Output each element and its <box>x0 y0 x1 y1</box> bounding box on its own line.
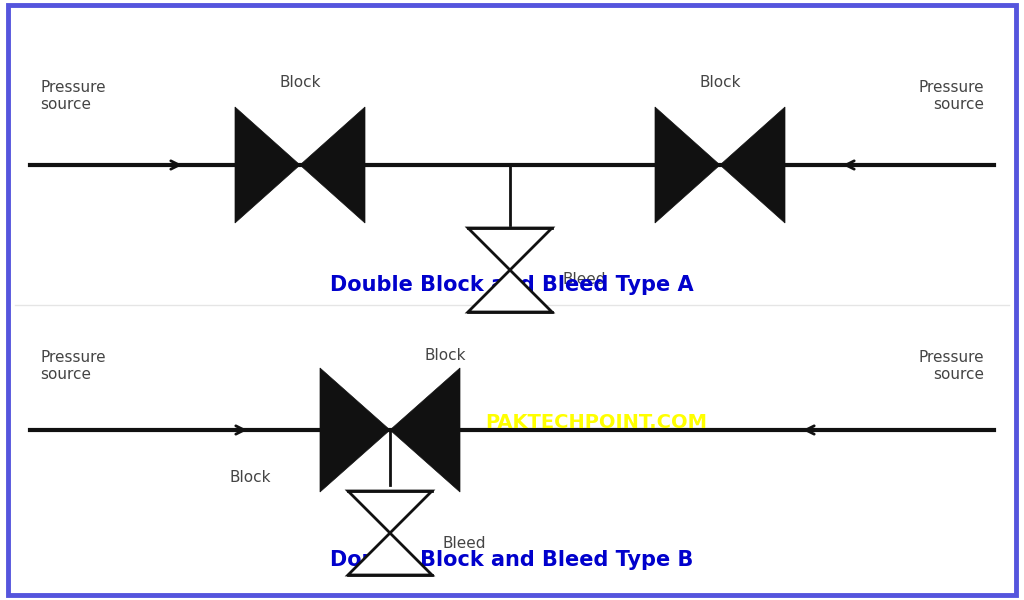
Text: Pressure
source: Pressure source <box>919 350 984 382</box>
Polygon shape <box>468 270 552 312</box>
Text: Block: Block <box>280 75 321 90</box>
Polygon shape <box>655 107 720 223</box>
Text: Double Block and Bleed Type B: Double Block and Bleed Type B <box>331 550 693 570</box>
Polygon shape <box>319 368 390 492</box>
Polygon shape <box>234 107 300 223</box>
Text: Pressure
source: Pressure source <box>40 80 105 112</box>
Text: Bleed: Bleed <box>442 535 485 551</box>
Polygon shape <box>390 368 460 492</box>
Polygon shape <box>300 107 365 223</box>
Polygon shape <box>348 533 432 575</box>
Polygon shape <box>468 228 552 270</box>
Text: Block: Block <box>699 75 740 90</box>
Text: Double Block and Bleed Type A: Double Block and Bleed Type A <box>330 275 694 295</box>
Text: Pressure
source: Pressure source <box>919 80 984 112</box>
Text: Bleed: Bleed <box>562 272 605 287</box>
Polygon shape <box>348 491 432 533</box>
Text: PAKTECHPOINT.COM: PAKTECHPOINT.COM <box>485 413 707 431</box>
Text: Pressure
source: Pressure source <box>40 350 105 382</box>
Polygon shape <box>720 107 785 223</box>
Text: Block: Block <box>424 348 466 363</box>
Text: Block: Block <box>229 470 270 485</box>
